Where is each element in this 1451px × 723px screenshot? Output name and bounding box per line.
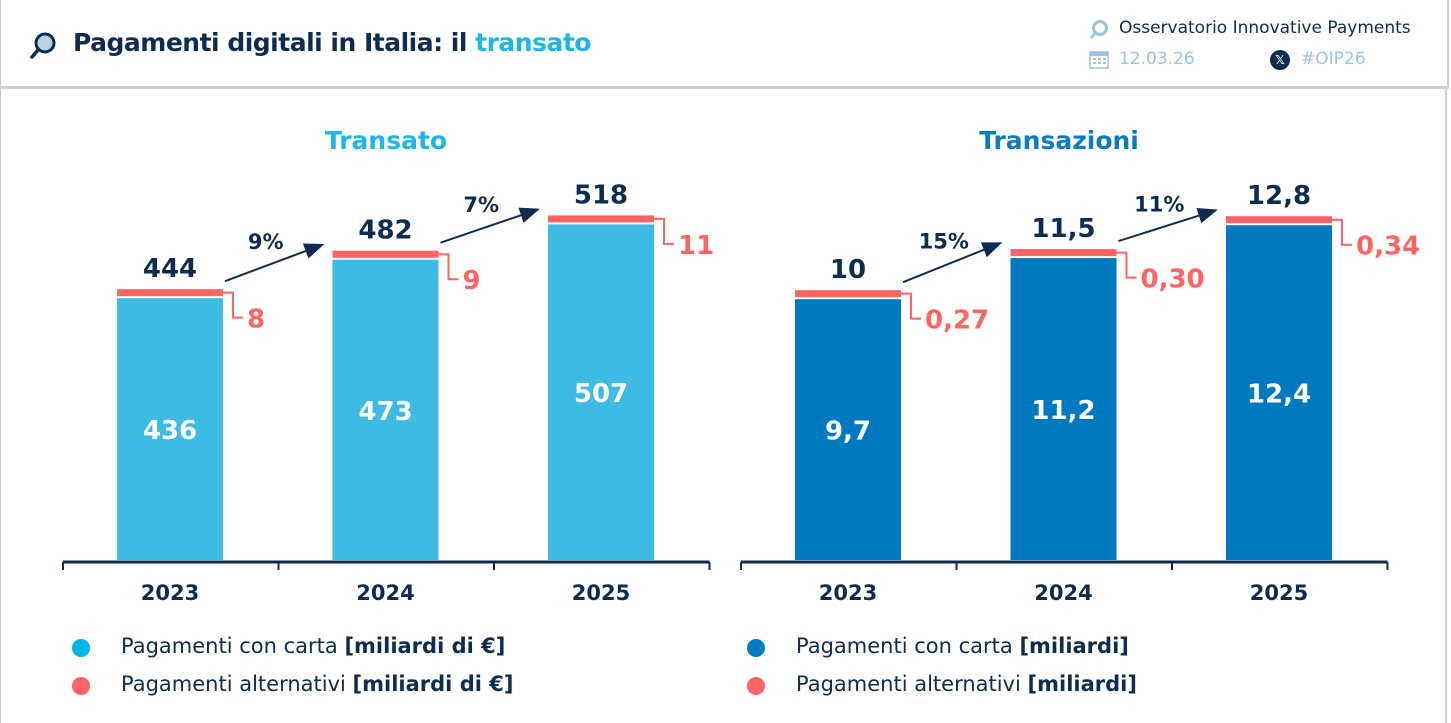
bar-card-2023 — [117, 298, 223, 560]
total-label: 518 — [574, 180, 628, 210]
connector-line — [1332, 218, 1352, 246]
bar-alternative-2025 — [1226, 216, 1332, 224]
bar-alternative-2024 — [332, 250, 439, 258]
bar-card-2024 — [1010, 258, 1117, 560]
bar-label-card: 507 — [574, 379, 628, 409]
total-label: 10 — [830, 255, 866, 285]
x-social-icon[interactable]: 𝕏 — [1270, 50, 1290, 70]
x-tick-label: 2023 — [819, 581, 877, 605]
magnifier-logo-icon — [30, 32, 56, 59]
x-tick-label: 2023 — [141, 581, 199, 605]
title-highlight: transato — [475, 28, 591, 57]
magnifier-icon — [1089, 20, 1108, 39]
bar-label-alternative: 11 — [678, 231, 714, 261]
bar-card-2025 — [1226, 225, 1332, 560]
connector-line — [223, 291, 243, 319]
connector-line — [1116, 251, 1137, 279]
connector-line — [654, 217, 674, 245]
growth-label: 7% — [463, 193, 499, 217]
hashtag[interactable]: #OIP26 — [1301, 49, 1366, 69]
legend-unit: [miliardi di €] — [344, 634, 506, 658]
total-label: 12,8 — [1247, 181, 1311, 211]
legend-unit: [miliardi] — [1019, 634, 1129, 658]
bar-card-2023 — [795, 299, 901, 560]
x-tick-label: 2024 — [1034, 581, 1092, 605]
x-tick-label: 2024 — [356, 581, 414, 605]
title-prefix: Pagamenti digitali in Italia: il — [73, 28, 476, 57]
bar-alternative-2023 — [117, 289, 223, 297]
bar-card-2024 — [332, 259, 439, 560]
frame-border — [1445, 86, 1447, 723]
bar-label-card: 436 — [143, 416, 197, 446]
growth-arrow — [902, 242, 1003, 284]
date: 12.03.26 — [1119, 49, 1195, 69]
total-label: 444 — [143, 254, 197, 284]
legend-label: Pagamenti alternativi — [796, 672, 1021, 696]
total-label: 11,5 — [1031, 214, 1095, 244]
x-tick-label: 2025 — [572, 581, 630, 605]
legend-label: Pagamenti con carta — [796, 634, 1013, 658]
header: Pagamenti digitali in Italia: il transat… — [1, 0, 1449, 89]
bar-label-card: 12,4 — [1247, 380, 1311, 410]
bar-label-alternative: 0,30 — [1141, 265, 1205, 295]
growth-arrow — [224, 243, 325, 283]
chart-title: Transato — [325, 126, 447, 155]
bar-card-2025 — [548, 224, 654, 560]
legend-card: Pagamenti con carta [miliardi di €] — [121, 634, 505, 658]
legend-dot-alternative — [747, 677, 765, 695]
page-title: Pagamenti digitali in Italia: il transat… — [73, 28, 591, 57]
bar-alternative-2024 — [1010, 249, 1117, 257]
calendar-icon — [1089, 51, 1109, 69]
legend-alternative: Pagamenti alternativi [miliardi] — [796, 672, 1137, 696]
legend-label: Pagamenti con carta — [121, 634, 338, 658]
growth-arrow — [1118, 208, 1218, 243]
organization-name: Osservatorio Innovative Payments — [1119, 18, 1411, 38]
bar-label-alternative: 0,34 — [1356, 232, 1420, 262]
connector-line — [901, 292, 921, 320]
bar-alternative-2023 — [795, 290, 901, 298]
legend-label: Pagamenti alternativi — [121, 672, 346, 696]
bar-label-card: 9,7 — [825, 417, 871, 447]
growth-label: 9% — [248, 230, 284, 254]
total-label: 482 — [358, 216, 412, 246]
growth-arrow — [440, 207, 540, 244]
bar-label-card: 11,2 — [1031, 396, 1095, 426]
growth-label: 15% — [919, 230, 969, 254]
legend-card: Pagamenti con carta [miliardi] — [796, 634, 1129, 658]
bar-label-alternative: 0,27 — [925, 306, 989, 336]
x-tick-label: 2025 — [1250, 581, 1308, 605]
legend-unit: [miliardi di €] — [352, 672, 514, 696]
legend-unit: [miliardi] — [1027, 672, 1137, 696]
bar-label-card: 473 — [358, 397, 412, 427]
legend-dot-alternative — [72, 677, 90, 695]
bar-label-alternative: 9 — [463, 266, 481, 296]
legend-alternative: Pagamenti alternativi [miliardi di €] — [121, 672, 513, 696]
chart-title: Transazioni — [979, 126, 1139, 155]
bar-label-alternative: 8 — [247, 305, 265, 335]
bar-alternative-2025 — [548, 215, 654, 223]
legend-dot-card — [72, 639, 90, 657]
growth-label: 11% — [1134, 193, 1184, 217]
connector-line — [438, 253, 459, 281]
legend-dot-card — [747, 639, 765, 657]
